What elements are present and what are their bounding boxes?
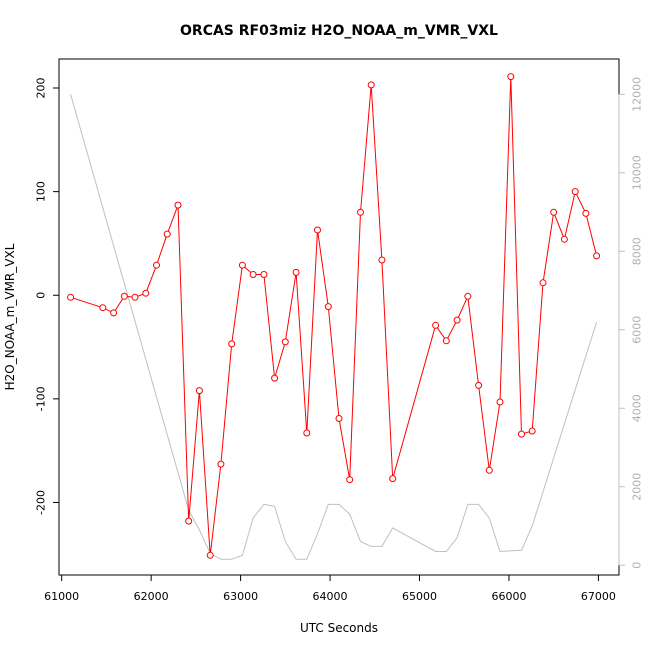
y-axis-label: H2O_NOAA_m_VMR_VXL — [3, 243, 17, 390]
data-point — [238, 261, 246, 269]
x-tick-label: 63000 — [223, 590, 258, 603]
y2-tick-label: 6000 — [631, 316, 644, 344]
data-point — [485, 466, 493, 474]
data-point — [357, 208, 364, 216]
data-point — [335, 415, 343, 422]
data-point — [153, 261, 160, 269]
x-tick-label: 64000 — [313, 590, 348, 603]
y-tick-label: 0 — [35, 292, 48, 299]
x-axis-label: UTC Seconds — [300, 621, 378, 635]
y-tick-label: -100 — [35, 386, 48, 411]
secondary-series-layer — [70, 94, 598, 560]
y-tick-label: 100 — [35, 181, 48, 202]
data-point — [99, 304, 107, 312]
secondary-series-line — [70, 94, 598, 560]
y-tick-label: -200 — [35, 490, 48, 515]
x-tick-label: 61000 — [44, 590, 79, 603]
data-point — [518, 430, 525, 438]
data-point — [303, 429, 311, 437]
data-point — [507, 73, 515, 81]
data-point — [271, 374, 279, 382]
y-tick-label: 200 — [35, 78, 48, 99]
data-point — [539, 279, 547, 287]
y2-tick-label: 2000 — [631, 473, 644, 501]
data-point — [67, 293, 75, 301]
data-point — [464, 292, 472, 300]
data-point — [593, 252, 601, 260]
data-point — [346, 476, 354, 484]
data-point — [260, 271, 268, 278]
data-point — [174, 201, 182, 209]
data-point — [206, 551, 214, 559]
data-point — [314, 226, 321, 234]
y2-tick-label: 12000 — [631, 77, 644, 112]
data-point — [120, 292, 128, 300]
data-point — [560, 235, 568, 243]
data-point — [281, 338, 289, 346]
data-point — [249, 271, 257, 278]
data-point — [195, 387, 203, 395]
data-point — [217, 460, 225, 468]
axes-layer: 61000 62000 63000 64000 65000 66000 67000 -200 -… — [35, 77, 644, 603]
data-point — [496, 398, 504, 406]
x-tick-label: 65000 — [402, 590, 437, 603]
data-point — [442, 337, 450, 345]
data-point — [228, 340, 236, 348]
y2-tick-label: 10000 — [631, 155, 644, 190]
y2-tick-label: 0 — [631, 562, 644, 569]
data-point — [142, 289, 150, 297]
chart-title: ORCAS RF03miz H2O_NOAA_m_VMR_VXL — [180, 23, 498, 39]
data-point — [367, 81, 375, 89]
data-point — [453, 316, 461, 324]
data-point — [571, 188, 579, 196]
data-point — [378, 256, 386, 264]
primary-series-line — [70, 76, 598, 556]
data-point — [292, 268, 300, 276]
primary-series-layer — [67, 73, 601, 559]
x-tick-label: 67000 — [581, 590, 616, 603]
data-point — [550, 208, 558, 216]
y2-tick-label: 8000 — [631, 237, 644, 265]
plot-area-frame — [58, 58, 620, 576]
data-point — [475, 381, 483, 389]
data-point — [185, 517, 193, 525]
data-point — [131, 293, 139, 301]
x-tick-label: 62000 — [134, 590, 169, 603]
data-point — [324, 303, 332, 311]
y2-tick-label: 4000 — [631, 394, 644, 422]
x-tick-label: 66000 — [491, 590, 526, 603]
data-point — [110, 309, 118, 317]
data-point — [389, 475, 397, 483]
data-point — [582, 209, 590, 217]
data-point — [163, 230, 171, 238]
data-point — [528, 427, 536, 435]
data-point — [432, 321, 440, 329]
